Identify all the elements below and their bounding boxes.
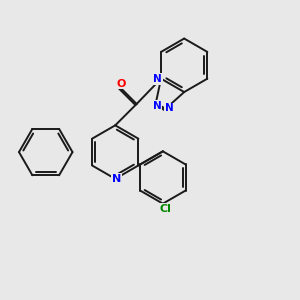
Text: N: N [153, 101, 161, 111]
Text: N: N [165, 103, 174, 113]
Text: N: N [112, 174, 122, 184]
Text: N: N [153, 74, 162, 84]
Text: O: O [117, 79, 126, 88]
Text: Cl: Cl [159, 204, 171, 214]
